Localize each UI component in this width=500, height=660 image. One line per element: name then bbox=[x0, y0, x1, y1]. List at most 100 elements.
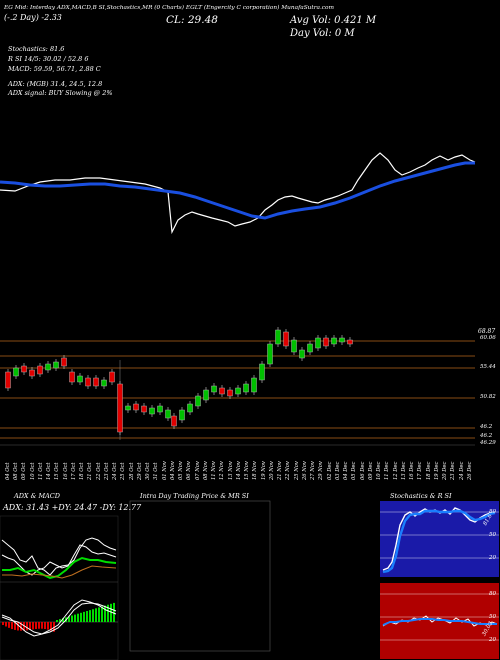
candle-body bbox=[5, 371, 11, 389]
date-label: 15 Oct bbox=[54, 462, 61, 481]
stoch-level-80: 80 bbox=[489, 509, 496, 515]
date-label: 04 Nov bbox=[169, 461, 176, 480]
macd-histogram-bar bbox=[17, 622, 19, 631]
macd-histogram-bar bbox=[32, 622, 34, 630]
date-label: 31 Oct bbox=[153, 462, 160, 481]
date-label: 24 Dec bbox=[458, 461, 465, 480]
adx-macd-title: ADX & MACD bbox=[14, 492, 60, 500]
date-label: 12 Dec bbox=[392, 461, 399, 480]
ema-line bbox=[0, 161, 475, 220]
date-label: 26 Dec bbox=[466, 461, 473, 480]
candle-body bbox=[259, 363, 265, 381]
macd-histogram-bar bbox=[47, 622, 49, 630]
candle-body bbox=[307, 343, 313, 353]
macd-histogram-bar bbox=[80, 612, 82, 622]
candle-body bbox=[93, 377, 99, 387]
candle-body bbox=[195, 395, 201, 407]
macd-histogram-bar bbox=[95, 608, 97, 622]
date-label: 21 Oct bbox=[87, 462, 94, 481]
macd-histogram-bar bbox=[56, 620, 58, 622]
candle-body bbox=[203, 389, 209, 401]
date-label: 05 Dec bbox=[351, 461, 358, 480]
macd-histogram-bar bbox=[89, 610, 91, 622]
date-label: 11 Nov bbox=[211, 461, 218, 480]
macd-histogram-bar bbox=[8, 622, 10, 628]
date-axis: 04 Oct 08 Oct 09 Oct 10 Oct 11 Oct 14 Oct 15 O… bbox=[0, 448, 480, 484]
candle-body bbox=[77, 375, 83, 383]
stochastics-rsi-title: Stochastics & R SI bbox=[390, 492, 452, 500]
date-label: 08 Nov bbox=[202, 461, 209, 480]
date-label: 24 Oct bbox=[112, 462, 119, 481]
date-label: 23 Dec bbox=[450, 461, 457, 480]
date-label: 01 Nov bbox=[161, 461, 168, 480]
date-label: 22 Oct bbox=[95, 462, 102, 481]
macd-histogram-bar bbox=[107, 604, 109, 622]
candle-body bbox=[187, 403, 193, 413]
macd-histogram-bar bbox=[101, 606, 103, 622]
date-label: 28 Oct bbox=[128, 462, 135, 481]
day-volume-label: Day Vol: 0 M bbox=[290, 28, 355, 39]
date-label: 18 Nov bbox=[252, 461, 259, 480]
date-label: 19 Nov bbox=[260, 461, 267, 480]
candle-body bbox=[101, 379, 107, 387]
date-label: 04 Dec bbox=[343, 461, 350, 480]
rsi-level-50: 50 bbox=[489, 614, 496, 620]
avg-volume-label: Avg Vol: 0.421 M bbox=[290, 15, 377, 26]
date-label: 26 Nov bbox=[301, 461, 308, 480]
date-label: 13 Dec bbox=[400, 461, 407, 480]
date-label: 27 Nov bbox=[310, 461, 317, 480]
rsi-level-80: 80 bbox=[489, 591, 496, 597]
candle-body bbox=[331, 337, 337, 345]
date-label: 16 Oct bbox=[62, 462, 69, 481]
date-label: 10 Dec bbox=[376, 461, 383, 480]
macd-histogram-bar bbox=[5, 622, 7, 627]
macd-info: MACD: 59.59, 56.71, 2.88 C bbox=[8, 65, 101, 73]
intraday-title: Intra Day Trading Price & MR SI bbox=[140, 492, 249, 500]
candle-body bbox=[69, 371, 75, 383]
candle-body bbox=[211, 385, 217, 393]
macd-histogram-bar bbox=[71, 615, 73, 622]
date-label: 07 Nov bbox=[194, 461, 201, 480]
candle-body bbox=[219, 387, 225, 395]
date-label: 20 Dec bbox=[442, 461, 449, 480]
date-label: 10 Oct bbox=[29, 462, 36, 481]
adx-signal-info: ADX signal: BUY Slowing @ 2% bbox=[8, 89, 113, 97]
macd-histogram-bar bbox=[110, 603, 112, 622]
candle-body bbox=[157, 405, 163, 413]
macd-histogram-bar bbox=[14, 622, 16, 630]
candle-body bbox=[275, 329, 281, 345]
date-label: 17 Oct bbox=[70, 462, 77, 481]
date-label: 23 Oct bbox=[103, 462, 110, 481]
macd-histogram-bar bbox=[35, 622, 37, 629]
date-label: 09 Dec bbox=[367, 461, 374, 480]
date-label: 21 Nov bbox=[277, 461, 284, 480]
stoch-level-50: 50 bbox=[489, 532, 496, 538]
date-label: 02 Dec bbox=[326, 461, 333, 480]
candle-body bbox=[109, 371, 115, 383]
date-label: 04 Oct bbox=[5, 462, 11, 481]
candle-body bbox=[235, 387, 241, 395]
price-level-lines bbox=[0, 340, 475, 439]
candle-body bbox=[141, 405, 147, 413]
candle-body bbox=[291, 339, 297, 353]
date-label: 11 Oct bbox=[37, 462, 44, 481]
date-label: 18 Dec bbox=[425, 461, 432, 480]
macd-panel bbox=[0, 599, 118, 637]
adx-info: ADX: (MGB) 31.4, 24.5, 12.8 bbox=[8, 80, 103, 88]
macd-histogram-bar bbox=[83, 611, 85, 622]
price-level-label: 46.2 bbox=[480, 424, 493, 430]
header-title: EG Mid: Interday ADX,MACD,B SI,Stochasti… bbox=[4, 5, 335, 11]
price-level-label: 60.06 bbox=[480, 335, 496, 341]
stoch-level-20: 20 bbox=[489, 555, 496, 561]
candle-body bbox=[171, 415, 177, 427]
adx-lines bbox=[1, 537, 117, 580]
macd-histogram-bar bbox=[92, 609, 94, 622]
macd-histogram-bar bbox=[113, 602, 115, 622]
close-price-label: CL: 29.48 bbox=[166, 14, 218, 26]
candle-body bbox=[13, 367, 19, 377]
date-label: 30 Oct bbox=[145, 462, 152, 481]
macd-histogram-bar bbox=[44, 622, 46, 630]
macd-histogram-bar bbox=[104, 605, 106, 622]
macd-histogram-bar bbox=[20, 622, 22, 631]
